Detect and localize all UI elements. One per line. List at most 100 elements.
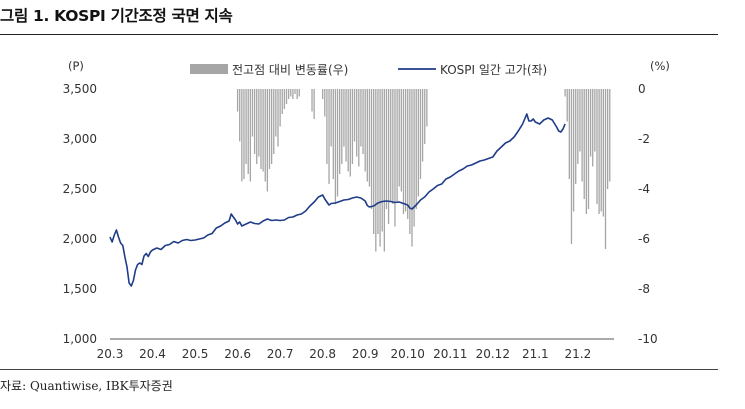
drawdown-bar <box>285 89 288 104</box>
right-tick-label: -10 <box>638 332 658 346</box>
drawdown-bar <box>330 89 332 147</box>
drawdown-bar <box>402 89 405 214</box>
drawdown-bar <box>404 89 407 212</box>
left-tick-label: 3,000 <box>63 132 97 146</box>
legend-bar-swatch <box>190 64 228 74</box>
drawdown-bar <box>594 89 596 152</box>
x-tick-label: 20.8 <box>309 347 336 361</box>
drawdown-bar <box>326 89 328 164</box>
drawdown-bar <box>358 89 360 167</box>
drawdown-bar <box>396 89 398 202</box>
x-tick-label: 20.10 <box>391 347 425 361</box>
drawdown-bar <box>409 89 411 234</box>
drawdown-bar <box>598 89 600 214</box>
drawdown-bar <box>570 89 573 244</box>
drawdown-bar <box>239 89 241 142</box>
drawdown-bar <box>247 89 249 174</box>
drawdown-bar <box>589 89 592 157</box>
drawdown-bar <box>258 89 260 157</box>
drawdown-bar <box>583 89 585 199</box>
x-tick-label: 20.3 <box>97 347 124 361</box>
drawdown-bar <box>266 89 269 192</box>
drawdown-bar <box>236 89 239 112</box>
drawdown-bar <box>345 89 347 162</box>
drawdown-bar <box>324 89 326 117</box>
drawdown-bar <box>241 89 243 182</box>
drawdown-bar <box>360 89 362 147</box>
x-tick-label: 21.1 <box>522 347 549 361</box>
drawdown-bar <box>421 89 424 162</box>
drawdown-bar <box>566 89 568 122</box>
drawdown-bar <box>377 89 379 234</box>
title-rule <box>0 34 718 35</box>
drawdown-bar <box>253 89 256 154</box>
drawdown-bar <box>336 89 339 197</box>
drawdown-bar <box>349 89 351 177</box>
drawdown-bar <box>602 89 605 217</box>
left-tick-label: 1,500 <box>63 282 97 296</box>
drawdown-bar <box>260 89 262 169</box>
drawdown-bar <box>407 89 409 219</box>
drawdown-bar <box>592 89 594 167</box>
drawdown-bar <box>275 89 277 137</box>
drawdown-bar <box>413 89 415 227</box>
drawdown-bar <box>268 89 271 169</box>
drawdown-bar <box>256 89 258 164</box>
drawdown-bar <box>398 89 400 187</box>
bar-series-group <box>236 89 611 252</box>
drawdown-bar <box>411 89 413 247</box>
drawdown-bar <box>587 89 590 209</box>
x-axis-ticks: 20.3 20.4 20.5 20.6 20.7 20.8 20.9 20.10 20.11 20… <box>97 347 592 361</box>
drawdown-bar <box>296 89 298 99</box>
drawdown-bar <box>375 89 377 252</box>
drawdown-bar <box>604 89 607 249</box>
left-axis-unit: (P) <box>68 59 84 73</box>
drawdown-bar <box>575 89 577 184</box>
drawdown-bar <box>264 89 266 182</box>
drawdown-bar <box>415 89 417 209</box>
drawdown-bar <box>385 89 388 209</box>
right-axis-ticks: 0 -2 -4 -6 -8 -10 <box>638 82 658 346</box>
left-axis-ticks: 3,500 3,000 2,500 2,000 1,500 1,000 <box>63 82 97 346</box>
drawdown-bar <box>400 89 403 192</box>
drawdown-bar <box>424 89 426 144</box>
source-rule <box>0 369 718 370</box>
drawdown-bar <box>368 89 371 187</box>
drawdown-bar <box>370 89 373 209</box>
drawdown-bar <box>392 89 394 204</box>
legend: 전고점 대비 변동률(우) KOSPI 일간 고가(좌) <box>190 63 547 77</box>
x-tick-label: 20.12 <box>476 347 510 361</box>
legend-line-label: KOSPI 일간 고가(좌) <box>440 63 547 77</box>
right-tick-label: -6 <box>638 232 650 246</box>
drawdown-bar <box>343 89 345 147</box>
drawdown-bar <box>339 89 341 174</box>
right-tick-label: 0 <box>638 82 646 96</box>
drawdown-bar <box>270 89 273 164</box>
drawdown-bar <box>581 89 583 182</box>
legend-bar-label: 전고점 대비 변동률(우) <box>232 63 348 77</box>
drawdown-bar <box>579 89 581 152</box>
drawdown-bar <box>609 89 611 182</box>
drawdown-bar <box>356 89 358 157</box>
drawdown-bar <box>245 89 247 164</box>
drawdown-bar <box>585 89 588 214</box>
x-tick-label: 20.7 <box>267 347 294 361</box>
right-tick-label: -8 <box>638 282 650 296</box>
right-tick-label: -4 <box>638 182 650 196</box>
left-tick-label: 3,500 <box>63 82 97 96</box>
drawdown-bar <box>283 89 286 109</box>
drawdown-bar <box>347 89 349 172</box>
drawdown-bar <box>381 89 383 232</box>
drawdown-bar <box>273 89 275 154</box>
drawdown-bar <box>383 89 385 252</box>
drawdown-bar <box>313 89 315 119</box>
drawdown-bar <box>362 89 364 154</box>
left-tick-label: 1,000 <box>63 332 97 346</box>
right-tick-label: -2 <box>638 132 650 146</box>
figure-title: 그림 1. KOSPI 기간조정 국면 지속 <box>0 7 233 25</box>
drawdown-bar <box>279 89 281 127</box>
drawdown-bar <box>251 89 254 137</box>
drawdown-bar <box>287 89 290 99</box>
